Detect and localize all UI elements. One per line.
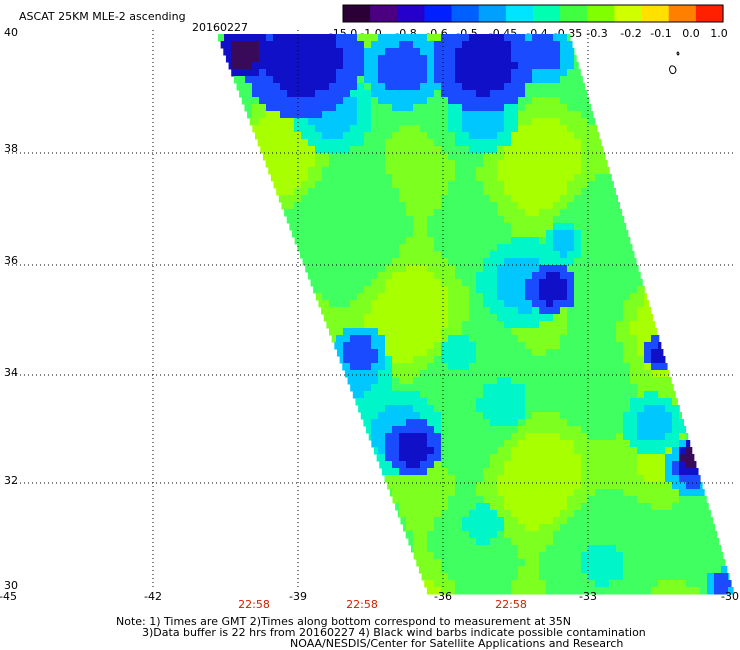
note-line-1: Note: 1) Times are GMT 2)Times along bot… — [116, 615, 571, 628]
colorbar-tick: -0.2 — [620, 27, 641, 40]
colorbar-swatch — [614, 5, 643, 22]
lon-label: -42 — [144, 590, 162, 603]
colorbar — [342, 4, 724, 23]
note-line-3: NOAA/NESDIS/Center for Satellite Applica… — [290, 637, 623, 650]
time-label: 22:58 — [346, 598, 378, 611]
colorbar-swatch — [478, 5, 507, 22]
note-line-2: 3)Data buffer is 22 hrs from 20160227 4)… — [142, 626, 646, 639]
lat-label: 38 — [4, 142, 18, 155]
colorbar-swatch — [397, 5, 426, 22]
colorbar-swatch — [370, 5, 398, 22]
colorbar-swatch — [695, 5, 724, 22]
colorbar-tick: -0.1 — [650, 27, 671, 40]
colorbar-swatch — [533, 5, 561, 22]
colorbar-swatch — [587, 5, 616, 22]
lat-label: 32 — [4, 474, 18, 487]
time-label: 22:58 — [495, 598, 527, 611]
lat-label: 34 — [4, 366, 18, 379]
colorbar-swatch — [451, 5, 480, 22]
colorbar-tick: 1.0 — [710, 27, 728, 40]
colorbar-swatch — [343, 5, 371, 22]
lon-label: -39 — [289, 590, 307, 603]
lat-label: 40 — [4, 26, 18, 39]
islet-outline — [676, 51, 680, 56]
island-outline — [669, 65, 677, 75]
graticule — [8, 30, 734, 590]
colorbar-tick: 0.0 — [682, 27, 700, 40]
product-title: ASCAT 25KM MLE-2 ascending — [19, 10, 186, 23]
colorbar-swatch — [668, 5, 697, 22]
lon-label: -36 — [434, 590, 452, 603]
mle-swath — [218, 34, 734, 595]
colorbar-swatch — [641, 5, 670, 22]
colorbar-swatch — [505, 5, 534, 22]
lat-label: 36 — [4, 254, 18, 267]
lon-label: -33 — [579, 590, 597, 603]
colorbar-tick: -0.3 — [586, 27, 607, 40]
colorbar-swatch — [424, 5, 453, 22]
colorbar-frame — [342, 4, 724, 23]
time-label: 22:58 — [238, 598, 270, 611]
lon-label: -30 — [721, 590, 739, 603]
lat-label: 30 — [4, 579, 18, 592]
colorbar-swatch — [560, 5, 588, 22]
product-date: 20160227 — [192, 21, 248, 34]
lon-label: -45 — [0, 590, 17, 603]
